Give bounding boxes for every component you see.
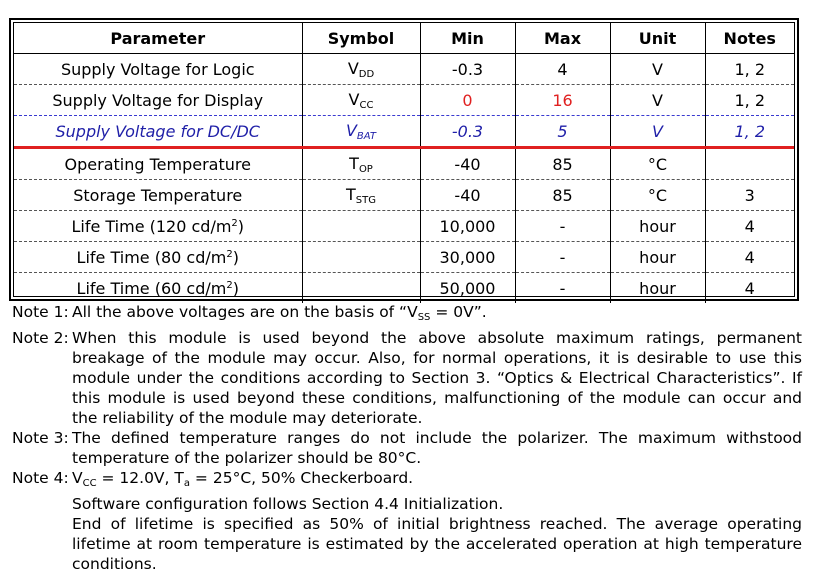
notes-section: Note 1: All the above voltages are on th…	[12, 302, 802, 574]
cell-symbol: VBAT	[302, 115, 421, 149]
symbol-main: V	[345, 120, 357, 140]
symbol-main: V	[348, 89, 360, 109]
cell-symbol	[302, 210, 421, 242]
symbol-main: T	[346, 184, 356, 204]
cell-unit: hour	[610, 210, 706, 242]
note-text: When this module is used beyond the abov…	[72, 329, 802, 427]
cell-unit: V	[610, 53, 706, 85]
absolute-maximum-ratings-table: Parameter Symbol Min Max Unit Notes Supp…	[14, 23, 794, 303]
table-row: Supply Voltage for Display VCC 0 16 V 1,…	[14, 84, 794, 116]
cell-min: -40	[420, 179, 516, 211]
cell-symbol: TOP	[302, 147, 421, 180]
note-label: Note 1:	[12, 303, 69, 321]
symbol-sub: STG	[355, 194, 376, 206]
cell-notes: 1, 2	[705, 53, 794, 85]
header-min: Min	[420, 23, 516, 54]
table-row: Operating Temperature TOP -40 85 °C	[14, 147, 794, 180]
ratings-table-inner: Parameter Symbol Min Max Unit Notes Supp…	[13, 22, 795, 303]
header-max: Max	[515, 23, 611, 54]
cell-max: 4	[515, 53, 611, 85]
cell-max: -	[515, 241, 611, 273]
cell-min: -0.3	[420, 53, 516, 85]
cell-parameter: Storage Temperature	[14, 179, 303, 211]
cell-parameter: Supply Voltage for DC/DC	[14, 115, 303, 149]
header-unit: Unit	[610, 23, 706, 54]
cell-unit: °C	[610, 179, 706, 211]
cell-max: 85	[515, 179, 611, 211]
table-header-row: Parameter Symbol Min Max Unit Notes	[14, 23, 794, 54]
cell-min: -40	[420, 147, 516, 180]
note-4-line-1: VCC = 12.0V, Ta = 25°C, 50% Checkerboard…	[72, 469, 414, 489]
cell-notes	[705, 147, 794, 180]
table-row: Storage Temperature TSTG -40 85 °C 3	[14, 179, 794, 211]
note-text: VCC = 12.0V, Ta = 25°C, 50% Checkerboard…	[72, 468, 802, 574]
cell-notes: 3	[705, 179, 794, 211]
cell-parameter: Supply Voltage for Display	[14, 84, 303, 116]
note-text: The defined temperature ranges do not in…	[72, 429, 802, 467]
cell-parameter: Life Time (120 cd/m2)	[14, 210, 303, 242]
cell-notes: 1, 2	[705, 84, 794, 116]
cell-min: 30,000	[420, 241, 516, 273]
cell-max: 85	[515, 147, 611, 180]
symbol-main: T	[349, 153, 359, 173]
cell-unit: hour	[610, 272, 706, 303]
table-row: Supply Voltage for Logic VDD -0.3 4 V 1,…	[14, 53, 794, 85]
cell-max: 5	[515, 115, 611, 149]
symbol-main: V	[347, 58, 359, 78]
cell-parameter: Life Time (80 cd/m2)	[14, 241, 303, 273]
cell-parameter: Supply Voltage for Logic	[14, 53, 303, 85]
table-row: Life Time (120 cd/m2) 10,000 - hour 4	[14, 210, 794, 242]
note-4: Note 4: VCC = 12.0V, Ta = 25°C, 50% Chec…	[12, 468, 802, 574]
cell-min: 10,000	[420, 210, 516, 242]
table-row-highlighted: Supply Voltage for DC/DC VBAT -0.3 5 V 1…	[14, 115, 794, 149]
cell-parameter: Operating Temperature	[14, 147, 303, 180]
cell-min: -0.3	[420, 115, 516, 149]
note-text: All the above voltages are on the basis …	[72, 303, 487, 323]
note-4-line-3: End of lifetime is specified as 50% of i…	[72, 515, 802, 573]
cell-symbol	[302, 241, 421, 273]
cell-symbol: TSTG	[302, 179, 421, 211]
cell-min: 50,000	[420, 272, 516, 303]
table-row: Life Time (80 cd/m2) 30,000 - hour 4	[14, 241, 794, 273]
note-3: Note 3: The defined temperature ranges d…	[12, 428, 802, 468]
symbol-sub: OP	[358, 163, 373, 175]
note-4-line-2: Software configuration follows Section 4…	[72, 495, 504, 513]
header-parameter: Parameter	[14, 23, 303, 54]
cell-notes: 4	[744, 278, 755, 298]
cell-unit: °C	[610, 147, 706, 180]
symbol-sub: CC	[359, 99, 374, 111]
cell-unit: V	[610, 115, 706, 149]
cell-parameter: Life Time (60 cd/m2)	[14, 272, 303, 303]
cell-max: 16	[515, 84, 611, 116]
note-label: Note 4:	[12, 469, 69, 487]
cell-notes: 1, 2	[705, 115, 794, 149]
cell-symbol: VCC	[302, 84, 421, 116]
cell-max: -	[515, 210, 611, 242]
note-2: Note 2: When this module is used beyond …	[12, 328, 802, 428]
note-label: Note 3:	[12, 429, 69, 447]
note-1: Note 1: All the above voltages are on th…	[12, 302, 802, 328]
cell-min: 0	[420, 84, 516, 116]
ratings-table-frame: Parameter Symbol Min Max Unit Notes Supp…	[9, 18, 799, 303]
symbol-sub: BAT	[356, 130, 377, 142]
symbol-sub: DD	[358, 68, 375, 80]
note-label: Note 2:	[12, 329, 69, 347]
cell-symbol	[302, 272, 421, 303]
cell-notes: 4	[705, 241, 794, 273]
cell-unit: V	[610, 84, 706, 116]
cell-unit: hour	[610, 241, 706, 273]
cell-max: -	[515, 272, 611, 303]
header-notes: Notes	[705, 23, 794, 54]
cell-notes: 4	[705, 210, 794, 242]
cell-symbol: VDD	[302, 53, 421, 85]
table-row: Life Time (60 cd/m2) 50,000 - hour 4	[14, 272, 794, 303]
header-symbol: Symbol	[302, 23, 421, 54]
